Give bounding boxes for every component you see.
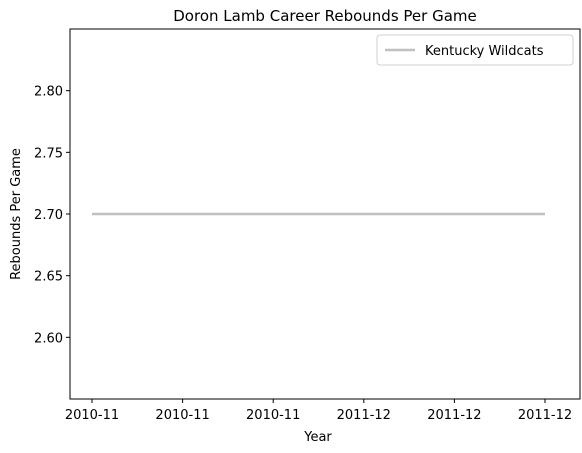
x-axis-title: Year <box>303 430 332 445</box>
x-tick-label: 2010-11 <box>246 408 300 423</box>
x-tick-label: 2011-12 <box>337 408 391 423</box>
y-tick-label: 2.60 <box>34 331 63 346</box>
x-tick-label: 2011-12 <box>518 408 572 423</box>
x-tick-label: 2010-11 <box>65 408 119 423</box>
legend-entry-label: Kentucky Wildcats <box>425 44 544 59</box>
y-tick-label: 2.75 <box>34 146 63 161</box>
y-tick-label: 2.65 <box>34 270 63 285</box>
y-axis: 2.60 2.65 2.70 2.75 2.80 <box>34 85 70 346</box>
x-tick-label: 2011-12 <box>427 408 481 423</box>
x-tick-label: 2010-11 <box>155 408 209 423</box>
x-axis: 2010-11 2010-11 2010-11 2011-12 2011-12 2011-… <box>65 399 572 423</box>
y-tick-label: 2.70 <box>34 208 63 223</box>
y-tick-label: 2.80 <box>34 85 63 100</box>
legend-box <box>376 34 574 66</box>
legend: Kentucky Wildcats <box>376 34 574 66</box>
chart-title: Doron Lamb Career Rebounds Per Game <box>173 7 477 25</box>
y-axis-title: Rebounds Per Game <box>9 148 24 280</box>
